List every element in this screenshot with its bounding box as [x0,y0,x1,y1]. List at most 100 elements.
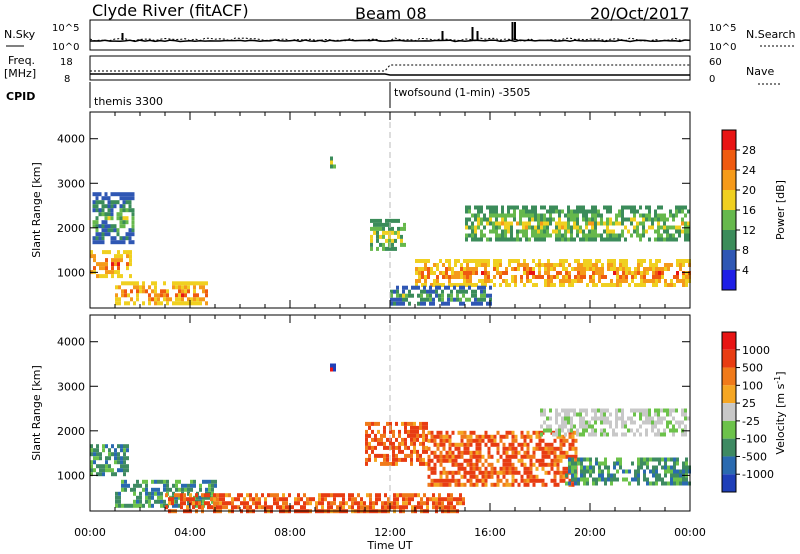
heatmap-cell [474,289,477,294]
heatmap-cell [474,229,477,234]
heatmap-cell [463,450,467,455]
heatmap-cell [526,263,529,267]
heatmap-cell [534,237,537,242]
heatmap-cell [571,473,574,478]
heatmap-cell [654,209,657,214]
noise-spikes [121,22,516,40]
heatmap-cell [435,285,438,290]
heatmap-cell [666,412,669,417]
heatmap-cell [376,222,379,227]
heatmap-cell [598,465,601,470]
heatmap-cell [541,275,544,279]
heatmap-cell [652,473,655,478]
heatmap-cell [96,464,99,469]
heatmap-cell [532,454,536,459]
heatmap-cell [484,442,488,447]
heatmap-cell [591,432,594,437]
heatmap-cell [616,477,619,482]
heatmap-cell [454,470,458,475]
heatmap-cell [391,242,394,247]
heatmap-cell [675,209,678,214]
heatmap-cell [619,461,622,466]
heatmap-cell [118,301,121,306]
heatmap-cell [582,428,585,433]
heatmap-cell [108,448,111,453]
heatmap-cell [597,213,600,218]
heatmap-cell [622,279,625,283]
heatmap-cell [448,275,451,279]
heatmap-cell [442,434,446,439]
heatmap-cell [561,209,564,214]
heatmap-cell [95,208,99,213]
heatmap-cell [484,470,488,475]
heatmap-cell [433,478,437,483]
heatmap-cell [249,497,252,502]
heatmap-cell [436,478,440,483]
heatmap-cell [128,228,132,233]
heatmap-cell [535,430,539,435]
heatmap-cell [374,421,377,426]
heatmap-cell [391,238,394,243]
heatmap-cell [125,192,129,197]
heatmap-cell [669,225,672,230]
heatmap-cell [379,218,382,223]
heatmap-cell [424,275,427,279]
heatmap-cell [633,432,636,437]
heatmap-cell [571,469,574,474]
heatmap-cell [589,259,592,263]
heatmap-cell [679,263,682,267]
heatmap-cell [592,477,595,482]
heatmap-cell [660,213,663,218]
heatmap-cell [395,421,398,426]
heatmap-cell [451,450,455,455]
heatmap-cell [550,462,554,467]
heatmap-cell [442,438,446,443]
heatmap-cell [145,289,148,294]
heatmap-cell [475,462,479,467]
heatmap-cell [588,424,591,429]
date-title: 20/Oct/2017 [590,4,690,23]
heatmap-cell [123,464,126,469]
heatmap-cell [255,497,258,502]
heatmap-cell [660,205,663,210]
heatmap-cell [531,217,534,222]
heatmap-cell [657,213,660,218]
heatmap-cell [444,505,447,510]
heatmap-cell [418,275,421,279]
heatmap-cell [315,501,318,506]
heatmap-cell [168,497,171,502]
heatmap-cell [432,493,435,498]
heatmap-cell [598,469,601,474]
heatmap-cell [297,501,300,506]
heatmap-cell [528,217,531,222]
heatmap-cell [207,501,210,506]
heatmap-cell [128,232,132,237]
heatmap-cell [122,208,126,213]
heatmap-cell [450,293,453,298]
heatmap-cell [487,474,491,479]
heatmap-cell [496,263,499,267]
heatmap-cell [404,437,407,442]
heatmap-cell [558,412,561,417]
heatmap-cell [625,477,628,482]
heatmap-cell [95,200,99,205]
heatmap-cell [490,442,494,447]
heatmap-cell [631,271,634,275]
heatmap-cell [105,270,108,275]
heatmap-cell [154,479,157,484]
heatmap-cell [115,297,118,302]
heatmap-cell [465,289,468,294]
heatmap-cell [216,505,219,510]
heatmap-cell [192,505,195,510]
heatmap-cell [573,424,576,429]
heatmap-cell [540,432,543,437]
heatmap-cell [466,263,469,267]
freq-left-tick-top: 18 [60,57,73,68]
heatmap-cell [670,473,673,478]
heatmap-cell [525,213,528,218]
heatmap-cell [427,259,430,263]
heatmap-cell [682,271,685,275]
heatmap-cell [552,209,555,214]
heatmap-cell [484,430,488,435]
